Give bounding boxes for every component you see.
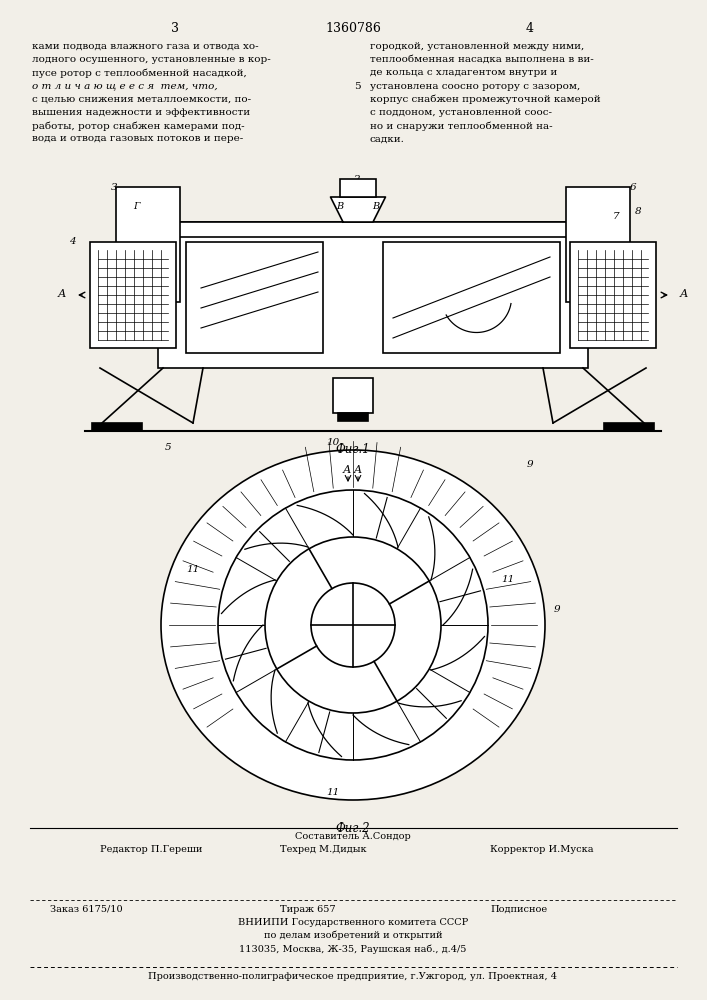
Text: 4: 4 [69, 237, 76, 246]
Circle shape [311, 583, 395, 667]
Text: Составитель А.Сондор: Составитель А.Сондор [295, 832, 411, 841]
Text: лодного осушенного, установленные в кор-: лодного осушенного, установленные в кор- [32, 55, 271, 64]
Text: 1360786: 1360786 [325, 22, 381, 35]
Text: Подписное: Подписное [490, 905, 547, 914]
Text: де кольца с хладагентом внутри и: де кольца с хладагентом внутри и [370, 68, 557, 77]
Text: Фиг.2: Фиг.2 [336, 822, 370, 835]
Bar [116, 187, 180, 302]
Text: 11: 11 [501, 575, 515, 584]
Text: В: В [212, 328, 220, 337]
Bar [333, 378, 373, 413]
Bar [158, 222, 588, 368]
Text: установлена соосно ротору с зазором,: установлена соосно ротору с зазором, [370, 82, 580, 91]
Text: 4: 4 [526, 22, 534, 35]
Text: с поддоном, установленной соос-: с поддоном, установленной соос- [370, 108, 552, 117]
Text: 11: 11 [327, 788, 339, 797]
Bar [566, 187, 630, 302]
Bar [186, 242, 323, 353]
Text: 113035, Москва, Ж-35, Раушская наб., д.4/5: 113035, Москва, Ж-35, Раушская наб., д.4… [239, 944, 467, 954]
Text: 5: 5 [354, 82, 361, 91]
Polygon shape [330, 197, 385, 222]
Bar [338, 413, 368, 421]
Text: 8: 8 [635, 207, 641, 216]
Text: Корректор И.Муска: Корректор И.Муска [490, 845, 593, 854]
Text: Техред М.Дидык: Техред М.Дидык [280, 845, 367, 854]
Text: с целью снижения металлоемкости, по-: с целью снижения металлоемкости, по- [32, 95, 251, 104]
Text: Г: Г [315, 577, 321, 586]
Text: 2: 2 [353, 175, 359, 184]
Text: работы, ротор снабжен камерами под-: работы, ротор снабжен камерами под- [32, 121, 245, 131]
Bar [92, 423, 142, 431]
Text: 3: 3 [171, 22, 179, 35]
Text: Заказ 6175/10: Заказ 6175/10 [50, 905, 122, 914]
Text: ками подвода влажного газа и отвода хо-: ками подвода влажного газа и отвода хо- [32, 42, 259, 51]
Text: ВНИИПИ Государственного комитета СССР: ВНИИПИ Государственного комитета СССР [238, 918, 468, 927]
Text: по делам изобретений и открытий: по делам изобретений и открытий [264, 931, 443, 940]
Bar [570, 242, 656, 348]
Text: Г: Г [300, 640, 306, 649]
Text: о т л и ч а ю щ е е с я  тем, что,: о т л и ч а ю щ е е с я тем, что, [32, 82, 218, 91]
Text: В: В [337, 202, 344, 211]
Text: 7: 7 [613, 212, 619, 221]
Text: садки.: садки. [370, 134, 405, 143]
Text: Фиг.1: Фиг.1 [336, 443, 370, 456]
Bar [383, 242, 560, 353]
Text: корпус снабжен промежуточной камерой: корпус снабжен промежуточной камерой [370, 95, 601, 104]
Bar [604, 423, 654, 431]
Text: 11: 11 [187, 565, 199, 574]
Text: теплообменная насадка выполнена в ви-: теплообменная насадка выполнена в ви- [370, 55, 594, 64]
Text: 3: 3 [111, 183, 117, 192]
Text: 9: 9 [554, 605, 561, 614]
Text: А: А [58, 289, 66, 299]
Text: А А: А А [343, 465, 363, 475]
Text: 6: 6 [629, 183, 636, 192]
Text: В: В [337, 607, 344, 616]
Text: В: В [364, 617, 372, 626]
Text: 9: 9 [527, 460, 533, 469]
Bar [340, 179, 376, 197]
Text: А: А [680, 289, 688, 299]
Text: Редактор П.Гереши: Редактор П.Гереши [100, 845, 202, 854]
Text: но и снаружи теплообменной на-: но и снаружи теплообменной на- [370, 121, 553, 131]
Text: Производственно-полиграфическое предприятие, г.Ужгород, ул. Проектная, 4: Производственно-полиграфическое предприя… [148, 972, 558, 981]
Text: городкой, установленной между ними,: городкой, установленной между ними, [370, 42, 584, 51]
Text: Г: Г [117, 285, 123, 294]
Text: В: В [354, 645, 361, 654]
Text: вышения надежности и эффективности: вышения надежности и эффективности [32, 108, 250, 117]
Text: Тираж 657: Тираж 657 [280, 905, 336, 914]
Bar [90, 242, 176, 348]
Bar [158, 222, 588, 237]
Text: 5: 5 [165, 443, 171, 452]
Text: вода и отвода газовых потоков и пере-: вода и отвода газовых потоков и пере- [32, 134, 243, 143]
Text: Г: Г [390, 580, 396, 589]
Ellipse shape [161, 450, 545, 800]
Text: пусе ротор с теплообменной насадкой,: пусе ротор с теплообменной насадкой, [32, 68, 247, 78]
Text: Г: Г [370, 675, 376, 684]
Text: В: В [586, 305, 594, 314]
Text: Г: Г [415, 288, 421, 296]
Text: Г: Г [198, 277, 204, 286]
Circle shape [218, 490, 488, 760]
Text: В: В [373, 202, 380, 211]
Circle shape [265, 537, 441, 713]
Text: 10: 10 [327, 438, 339, 447]
Text: 1: 1 [143, 257, 149, 266]
Text: Г: Г [133, 202, 139, 211]
